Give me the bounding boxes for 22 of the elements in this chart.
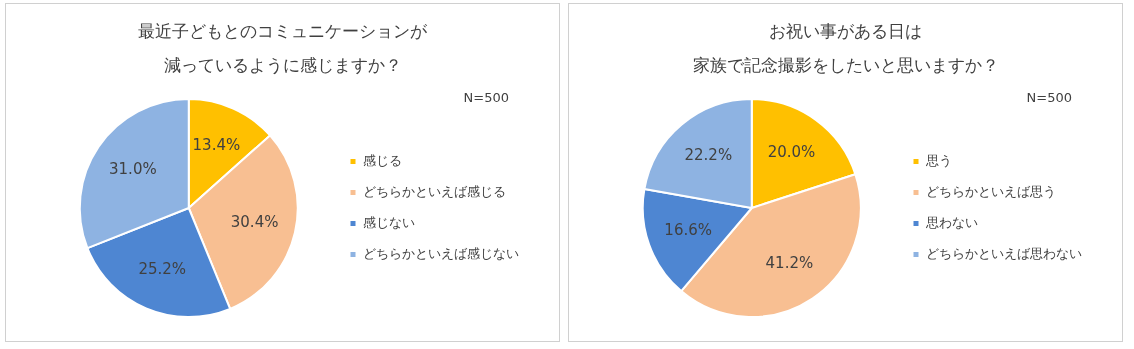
data-label: 16.6% — [664, 220, 712, 239]
data-label: 13.4% — [192, 136, 241, 155]
text: N=500 — [463, 90, 509, 105]
data-label: 20.0% — [767, 143, 816, 162]
data-label: 22.2% — [684, 146, 733, 165]
chart-subtitle: 家族で記念撮影をしたいと思いますか？ — [691, 54, 1000, 77]
legend-label: どちらかといえば思う — [926, 183, 1056, 199]
chart-title: 最近子どもとのコミュニケーションが — [137, 20, 428, 43]
legend-label: どちらかといえば感じる — [363, 183, 506, 199]
data-label: 31.0% — [109, 159, 157, 178]
legend-label: 感じない — [363, 214, 415, 230]
data-label: 25.2% — [138, 260, 187, 279]
legend-label: 思う — [925, 152, 952, 168]
chart-subtitle: 減っているように感じますか？ — [162, 54, 403, 77]
legend-label: 思わない — [925, 214, 978, 230]
legend-label: どちらかといえば感じない — [363, 245, 519, 261]
chart-title: お祝い事がある日は — [768, 20, 923, 43]
legend-label: 感じる — [363, 152, 402, 168]
data-label: 41.2% — [765, 254, 814, 273]
legend-label: どちらかといえば思わない — [926, 245, 1082, 261]
text: N=500 — [1026, 90, 1072, 105]
data-label: 30.4% — [230, 213, 279, 232]
